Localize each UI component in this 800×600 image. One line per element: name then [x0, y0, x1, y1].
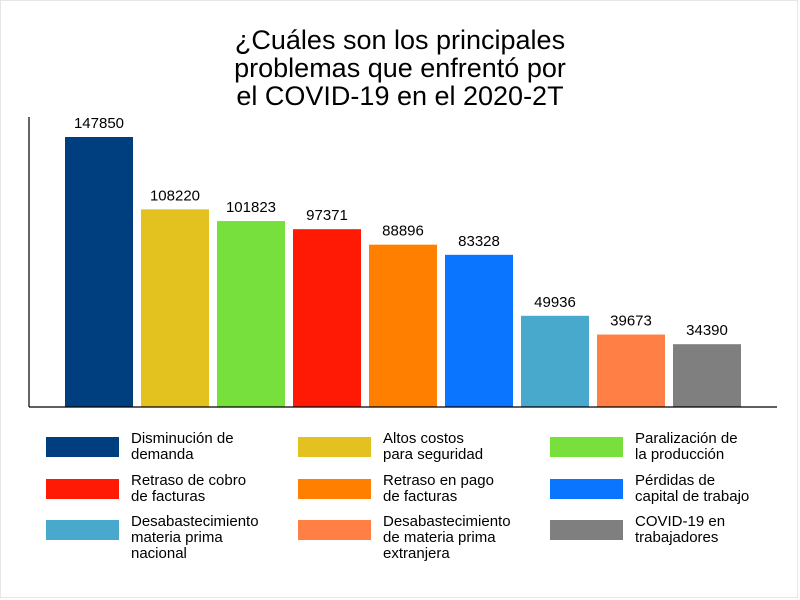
bar-value-label-7: 49936: [534, 294, 576, 311]
bar-value-label-8: 39673: [610, 313, 652, 330]
bar-8: [597, 334, 665, 407]
bar-9: [673, 344, 741, 407]
legend-label-4: Retraso de cobro de facturas: [131, 472, 247, 505]
legend-item-7: Desabastecimiento materia prima nacional: [46, 514, 286, 562]
legend-item-3: Paralización de la producción: [550, 431, 790, 477]
bar-1: [65, 137, 133, 407]
bar-3: [217, 221, 285, 407]
bar-value-label-4: 97371: [306, 207, 348, 224]
legend-label-2: Altos costos para seguridad: [383, 430, 484, 463]
legend-label-1: Disminución de demanda: [131, 430, 234, 463]
bar-6: [445, 254, 513, 407]
legend-label-9: COVID-19 en trabajadores: [635, 513, 726, 546]
chart-title-line-3: el COVID-19 en el 2020-2T: [236, 81, 564, 111]
bar-value-label-5: 88896: [382, 223, 424, 240]
legend-swatch-4: [46, 479, 119, 499]
bar-value-label-9: 34390: [686, 322, 728, 339]
legend-swatch-3: [550, 437, 623, 457]
bar-value-label-6: 83328: [458, 233, 500, 250]
legend-item-1: Disminución de demanda: [46, 431, 286, 477]
legend-swatch-1: [46, 437, 119, 457]
legend-item-6: Pérdidas de capital de trabajo: [550, 473, 790, 519]
bar-2: [141, 209, 209, 407]
chart-title-line-2: problemas que enfrentó por: [234, 53, 566, 83]
legend-label-6: Pérdidas de capital de trabajo: [635, 472, 750, 505]
bar-7: [521, 315, 589, 407]
chart-title: ¿Cuáles son los principales problemas qu…: [0, 26, 800, 110]
legend-item-4: Retraso de cobro de facturas: [46, 473, 286, 519]
legend-label-8: Desabastecimiento de materia prima extra…: [383, 513, 511, 562]
legend-label-5: Retraso en pago de facturas: [383, 472, 494, 505]
legend-label-3: Paralización de la producción: [635, 430, 738, 463]
legend-item-9: COVID-19 en trabajadores: [550, 514, 790, 560]
legend-item-2: Altos costos para seguridad: [298, 431, 538, 477]
legend-swatch-2: [298, 437, 371, 457]
bar-5: [369, 244, 437, 407]
bar-4: [293, 229, 361, 407]
legend-swatch-6: [550, 479, 623, 499]
bar-value-label-2: 108220: [150, 187, 200, 204]
chart-title-line-1: ¿Cuáles son los principales: [234, 25, 566, 55]
legend-item-5: Retraso en pago de facturas: [298, 473, 538, 519]
bar-value-label-1: 147850: [74, 115, 124, 132]
bar-value-label-3: 101823: [226, 199, 276, 216]
legend-item-8: Desabastecimiento de materia prima extra…: [298, 514, 538, 562]
legend-label-7: Desabastecimiento materia prima nacional: [131, 513, 259, 562]
legend-swatch-9: [550, 520, 623, 540]
legend-swatch-8: [298, 520, 371, 540]
legend-swatch-5: [298, 479, 371, 499]
legend-swatch-7: [46, 520, 119, 540]
